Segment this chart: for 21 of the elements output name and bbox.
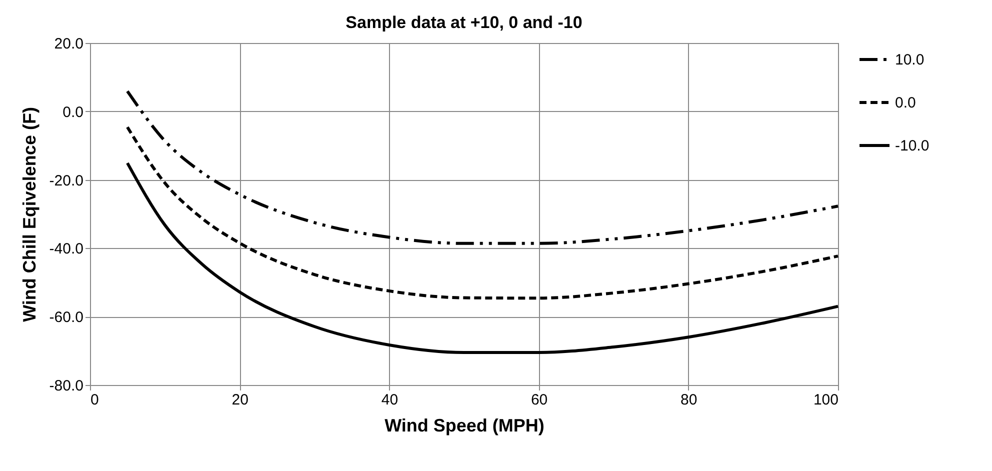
- x-tick-label: 60: [530, 392, 548, 408]
- y-tick-label: 20.0: [54, 36, 84, 52]
- y-axis-title: Wind Chill Eqivelence (F): [19, 107, 40, 322]
- y-tick-label: -20.0: [49, 172, 84, 190]
- line-series: [126, 162, 840, 354]
- y-tick-label: 0.0: [62, 104, 84, 121]
- x-tick-label: 80: [680, 392, 698, 408]
- x-tick-label: 100: [813, 392, 838, 408]
- legend-label: -10.0: [895, 138, 930, 154]
- x-tick-label: 20: [232, 392, 248, 408]
- legend-label: 10.0: [895, 52, 924, 68]
- y-tick-label: -80.0: [49, 378, 84, 394]
- y-tick-label: -40.0: [49, 240, 84, 258]
- line-series: [126, 126, 840, 300]
- x-axis-title: Wind Speed (MPH): [384, 416, 544, 436]
- legend-label: 0.0: [895, 94, 916, 112]
- y-tick-label: -60.0: [49, 309, 84, 326]
- x-tick-label: 40: [381, 392, 398, 408]
- line-series: [126, 90, 840, 245]
- x-tick-label: 0: [90, 392, 99, 408]
- chart-title: Sample data at +10, 0 and -10: [346, 13, 582, 32]
